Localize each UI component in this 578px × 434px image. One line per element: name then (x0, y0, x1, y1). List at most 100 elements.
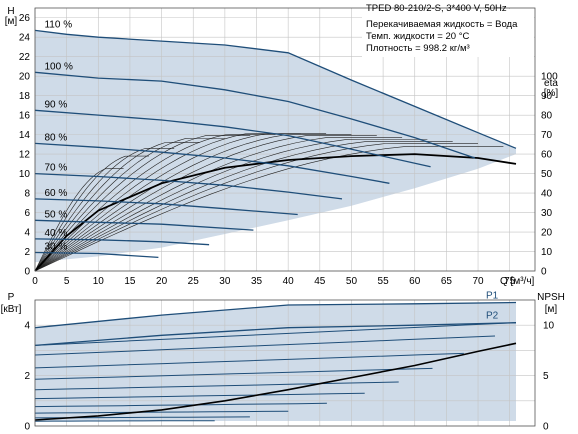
right-tick-label: 30 (541, 208, 553, 219)
right-axis-label: eta (544, 78, 558, 89)
p2-curve (34, 322, 517, 347)
x-tick-label: 30 (219, 276, 231, 287)
x-tick-label: 65 (441, 276, 453, 287)
right-axis-label: NPSH (537, 292, 565, 303)
right-tick-label: 0 (541, 267, 547, 278)
efficiency-arc (34, 134, 276, 272)
speed-curve-label: 60 % (44, 188, 67, 199)
power-area (35, 302, 516, 421)
right-axis-unit: [%] (544, 88, 559, 99)
right-tick-label: 90 (541, 91, 553, 102)
p1-label: P1 (486, 291, 499, 302)
power-curve (34, 402, 327, 408)
left-tick-label: 8 (24, 189, 30, 200)
performance-panel: 0 5 10 15 20 25 30 35 40 45 50 55 60 65 70 750246810121… (5, 6, 559, 287)
speed-curve (34, 109, 431, 168)
speed-curve-label: 40 % (44, 228, 67, 239)
x-tick-label: 50 (346, 276, 358, 287)
power-curve (34, 392, 365, 400)
efficiency-arc (34, 146, 504, 272)
speed-curve (34, 29, 517, 149)
right-tick-label: 60 (541, 150, 553, 161)
x-tick-label: 0 (32, 276, 38, 287)
speed-curve-label: 90 % (44, 99, 67, 110)
p1-curve (34, 301, 517, 329)
npsh-curve (34, 342, 517, 421)
plot-frame (34, 7, 536, 272)
plot-frame (34, 299, 536, 427)
left-tick-label: 0 (24, 422, 30, 433)
speed-curve-label: 100 % (44, 61, 72, 72)
efficiency-arc (34, 155, 149, 272)
left-axis-unit: [кВт] (1, 304, 22, 315)
speed-curve-label: 70 % (44, 163, 67, 174)
x-axis-label: Q [м³/ч] (500, 276, 535, 287)
info-box: TPED 80-210/2-S, 3*400 V, 50Hz Перекачив… (366, 3, 518, 54)
left-axis-unit: [м] (5, 16, 18, 27)
efficiency-arc (34, 141, 453, 272)
x-tick-label: 5 (64, 276, 70, 287)
power-curve (34, 322, 517, 346)
x-tick-label: 40 (283, 276, 295, 287)
speed-curve (34, 172, 343, 200)
left-tick-label: 0 (24, 267, 30, 278)
efficiency-curve (34, 153, 517, 272)
right-axis-unit: [м] (545, 304, 558, 315)
left-tick-label: 12 (19, 150, 31, 161)
x-tick-label: 10 (93, 276, 105, 287)
right-tick-label: 0 (543, 422, 549, 433)
left-tick-label: 24 (19, 33, 31, 44)
left-tick-label: 4 (24, 228, 30, 239)
right-tick-label: 10 (543, 321, 555, 332)
x-tick-label: 75 (504, 276, 516, 287)
left-tick-label: 16 (19, 111, 31, 122)
power-curve (34, 410, 289, 414)
efficiency-arc (34, 138, 225, 272)
right-tick-label: 10 (541, 247, 553, 258)
operating-area (35, 30, 516, 263)
x-tick-label: 35 (251, 276, 263, 287)
left-tick-label: 18 (19, 91, 31, 102)
info-box-bg (362, 9, 534, 57)
left-tick-label: 14 (19, 130, 31, 141)
right-tick-label: 70 (541, 130, 553, 141)
speed-curve (34, 251, 159, 259)
x-tick-label: 60 (409, 276, 421, 287)
x-tick-label: 70 (472, 276, 484, 287)
efficiency-arc (34, 142, 200, 272)
left-tick-label: 10 (19, 169, 31, 180)
left-tick-label: 2 (24, 247, 30, 258)
info-line-fluid: Перекачиваемая жидкость = Вода (366, 19, 518, 30)
x-tick-label: 25 (188, 276, 200, 287)
speed-curve-label: 50 % (44, 209, 67, 220)
left-tick-label: 2 (24, 371, 30, 382)
right-tick-label: 50 (541, 169, 553, 180)
x-tick-label: 55 (378, 276, 390, 287)
left-axis-label: P (8, 292, 15, 303)
chart-title: TPED 80-210/2-S, 3*400 V, 50Hz (366, 3, 507, 14)
left-tick-label: 4 (24, 321, 30, 332)
power-curve (34, 352, 464, 369)
power-curve (34, 420, 215, 422)
left-tick-label: 6 (24, 208, 30, 219)
x-tick-label: 15 (124, 276, 136, 287)
efficiency-arc (34, 143, 478, 272)
power-curve (34, 381, 399, 391)
power-curve (34, 335, 496, 356)
efficiency-arc (34, 168, 124, 272)
speed-curve (34, 142, 390, 184)
efficiency-arc (34, 139, 428, 272)
speed-curve (34, 238, 210, 246)
info-line-temp: Темп. жидкости = 20 °C (366, 31, 469, 42)
efficiency-arc (34, 134, 352, 272)
left-tick-label: 22 (19, 52, 31, 63)
power-npsh-panel: 0 2 4 0 5 10 P[кВт] NPSH[м] P1 P2 (1, 291, 565, 433)
speed-curve (34, 198, 298, 216)
efficiency-arc (34, 135, 377, 272)
p2-label: P2 (486, 311, 499, 322)
speed-curve (34, 219, 254, 231)
speed-curve-label: 80 % (44, 132, 67, 143)
speed-curve (34, 71, 476, 159)
x-tick-label: 45 (314, 276, 326, 287)
power-curve (34, 367, 433, 380)
